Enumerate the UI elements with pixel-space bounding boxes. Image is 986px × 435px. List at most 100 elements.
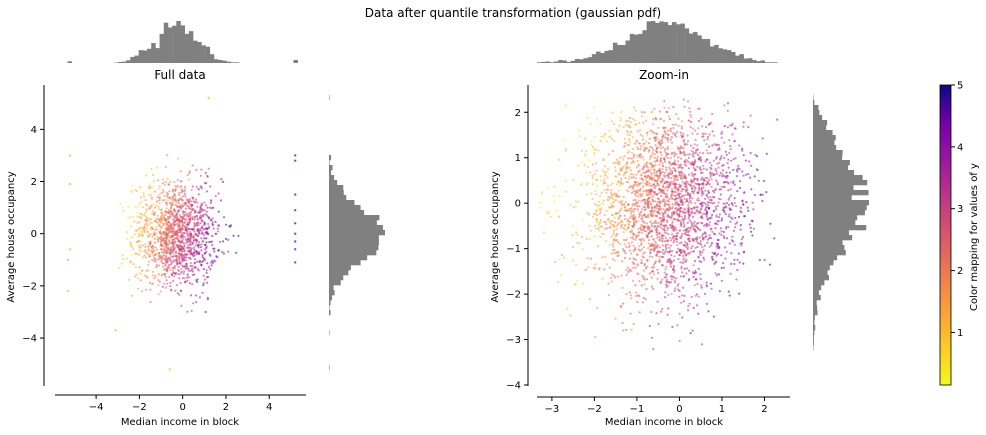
scatter-point — [152, 210, 155, 213]
scatter-point — [636, 146, 639, 149]
scatter-point — [209, 201, 212, 204]
scatter-point — [639, 145, 643, 148]
scatter-point — [562, 139, 565, 142]
scatter-point — [654, 139, 657, 142]
scatter-point — [619, 156, 622, 159]
scatter-point — [185, 265, 188, 268]
scatter-point — [681, 271, 684, 274]
scatter-point — [673, 187, 677, 190]
scatter-point — [117, 266, 120, 269]
hist-bar — [813, 115, 823, 121]
scatter-point — [658, 233, 661, 236]
hist-bar — [773, 62, 778, 63]
scatter-point — [751, 201, 754, 204]
scatter-point — [685, 242, 688, 245]
scatter-point — [171, 250, 174, 253]
scatter-point — [713, 252, 716, 256]
scatter-point — [680, 134, 683, 137]
scatter-point — [629, 312, 632, 315]
scatter-point — [591, 183, 595, 186]
scatter-point — [702, 212, 705, 215]
scatter-point — [191, 242, 194, 245]
scatter-point — [562, 256, 566, 259]
scatter-point — [547, 212, 550, 215]
scatter-point — [688, 229, 691, 232]
scatter-point — [687, 183, 691, 186]
scatter-point — [663, 106, 666, 109]
scatter-point — [625, 170, 628, 173]
scatter-point — [652, 347, 655, 351]
scatter-point — [176, 185, 179, 188]
scatter-point — [660, 154, 664, 157]
scatter-point — [678, 289, 681, 292]
hist-bar — [155, 48, 160, 63]
scatter-point — [685, 200, 688, 203]
scatter-point — [666, 138, 669, 141]
hist-bar — [329, 250, 377, 256]
scatter-point — [634, 184, 637, 187]
scatter-point — [637, 164, 640, 167]
scatter-point — [719, 188, 723, 191]
scatter-point — [609, 222, 612, 225]
scatter-point — [642, 228, 645, 231]
scatter-point — [611, 111, 614, 114]
scatter-point — [678, 339, 681, 342]
scatter-point — [607, 199, 610, 202]
scatter-point — [157, 196, 160, 199]
hist-bar — [621, 44, 626, 63]
scatter-point — [680, 301, 683, 304]
scatter-point — [669, 168, 672, 171]
scatter-point — [601, 256, 604, 259]
scatter-point — [189, 216, 192, 219]
scatter-point — [643, 221, 646, 224]
scatter-point — [663, 160, 667, 163]
scatter-point — [641, 208, 644, 211]
scatter-point — [68, 154, 72, 157]
scatter-point — [625, 188, 628, 192]
scatter-point — [157, 208, 160, 211]
scatter-point — [688, 107, 691, 110]
scatter-point — [173, 238, 176, 241]
scatter-point — [690, 207, 694, 210]
scatter-point — [191, 185, 194, 188]
figure-title: Data after quantile transformation (gaus… — [365, 6, 661, 20]
scatter-point — [650, 276, 653, 279]
scatter-point — [162, 254, 165, 257]
scatter-point — [675, 135, 678, 138]
scatter-point — [674, 203, 677, 206]
scatter-point — [673, 289, 676, 292]
hist-bar — [813, 300, 817, 306]
full-x-ticks: −4 −2 0 2 4 — [89, 395, 272, 413]
scatter-point — [149, 232, 152, 236]
scatter-point — [699, 240, 702, 243]
scatter-point — [610, 189, 613, 192]
scatter-point — [158, 193, 161, 196]
scatter-point — [665, 155, 668, 158]
scatter-point — [601, 232, 604, 235]
scatter-point — [696, 178, 699, 181]
hist-bar — [329, 220, 377, 226]
scatter-point — [615, 225, 618, 228]
scatter-point — [294, 154, 297, 157]
scatter-point — [705, 215, 709, 218]
scatter-point — [188, 220, 191, 224]
scatter-point — [147, 235, 150, 238]
scatter-point — [624, 239, 627, 242]
scatter-point — [217, 249, 220, 252]
scatter-point — [166, 252, 169, 255]
scatter-point — [647, 202, 650, 205]
scatter-point — [652, 149, 655, 152]
scatter-point — [664, 187, 667, 190]
scatter-point — [155, 166, 158, 169]
scatter-point — [203, 209, 206, 212]
scatter-point — [671, 224, 674, 228]
scatter-point — [152, 254, 155, 257]
scatter-point — [687, 119, 690, 122]
scatter-point — [184, 207, 187, 210]
scatter-point — [683, 243, 686, 246]
scatter-point — [593, 202, 597, 205]
scatter-point — [622, 227, 625, 230]
hist-bar — [813, 120, 828, 126]
scatter-point — [654, 228, 657, 231]
scatter-point — [658, 255, 662, 258]
